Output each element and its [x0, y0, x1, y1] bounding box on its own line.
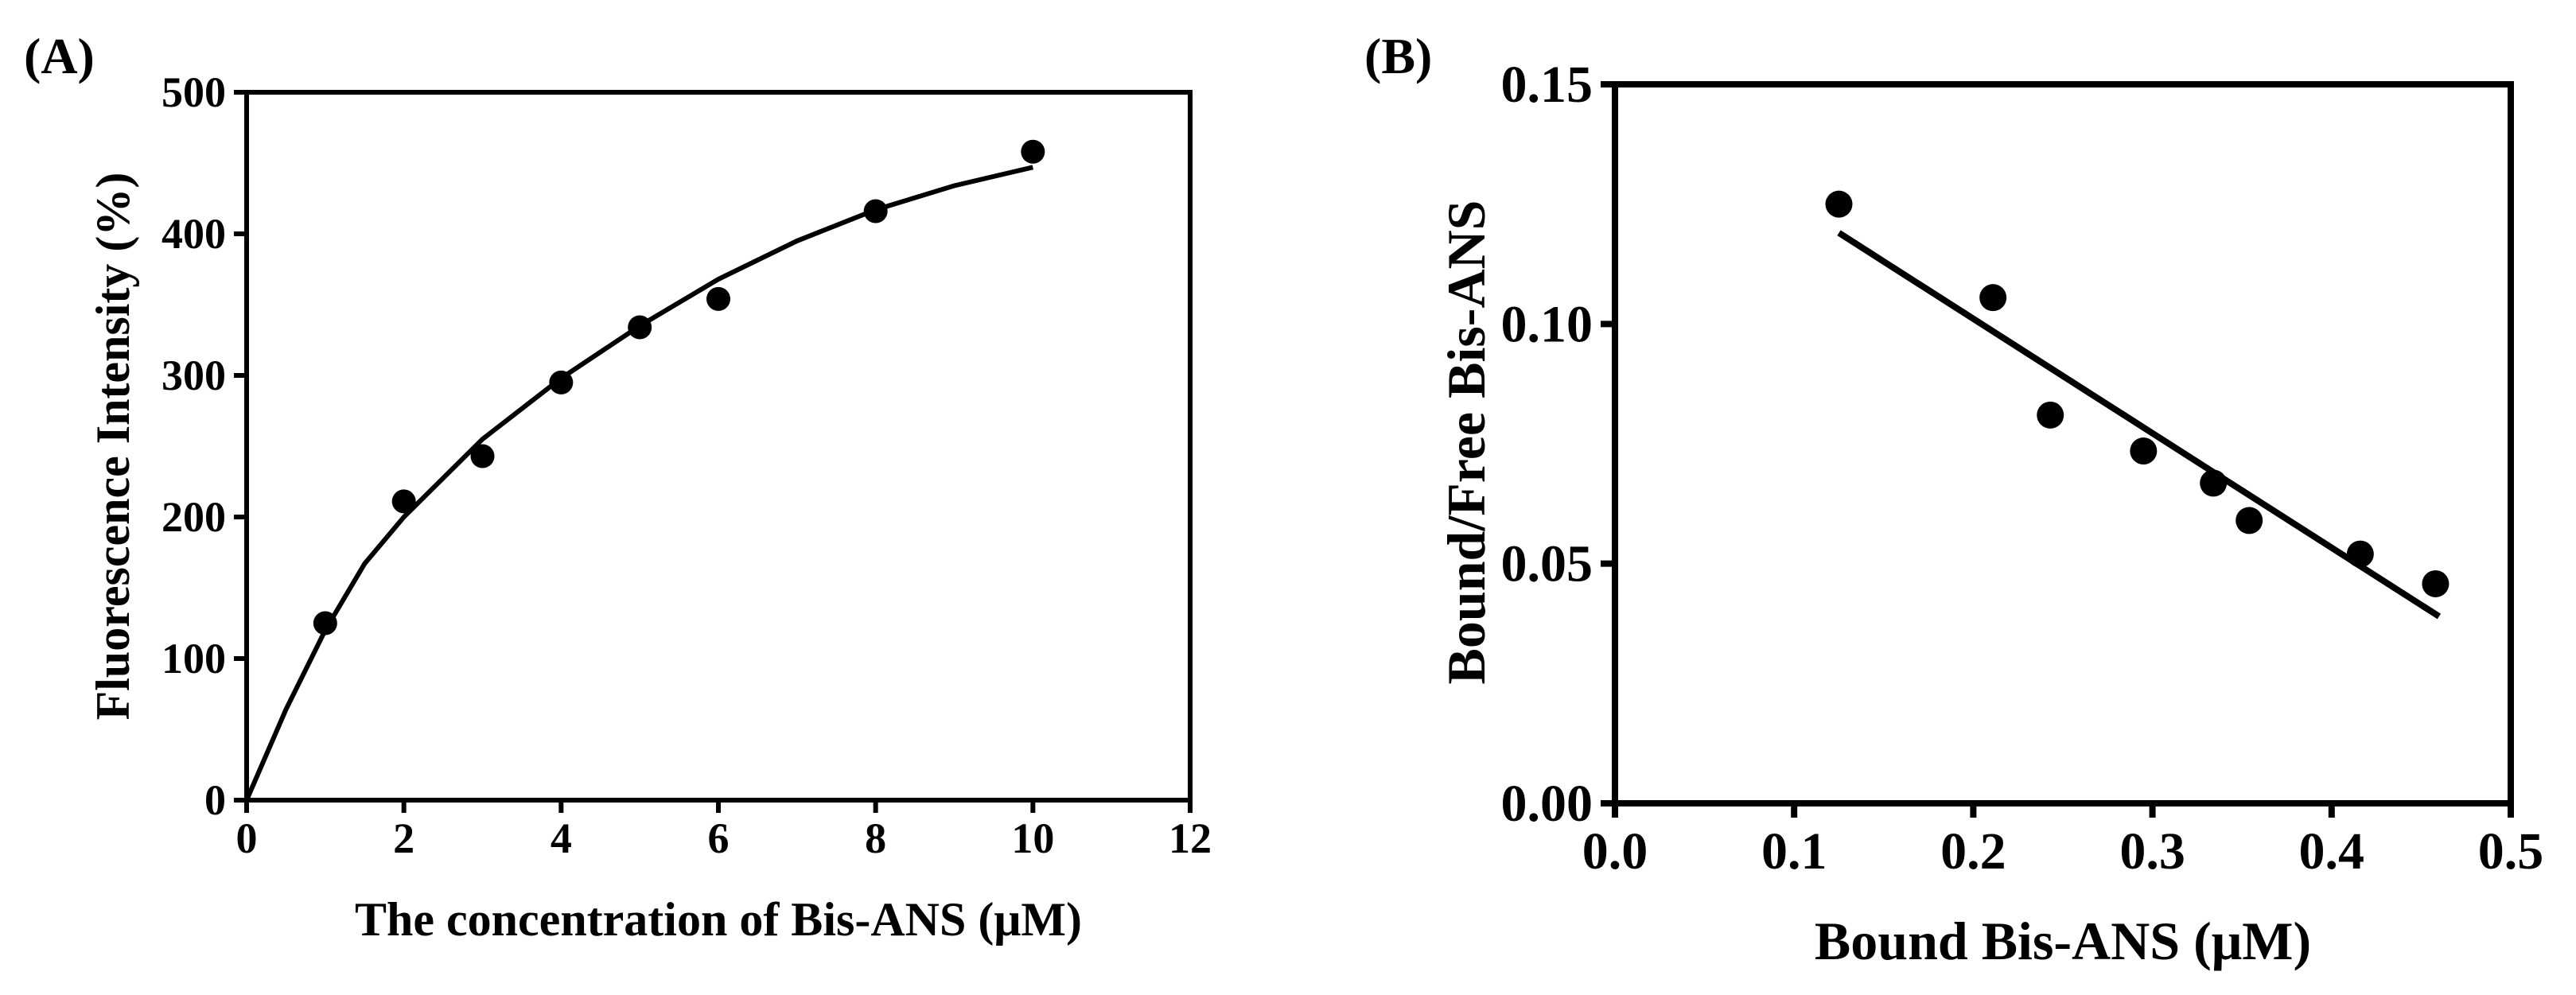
x-tick-label-a-0: 0	[236, 814, 258, 862]
data-point-b-1	[1825, 190, 1853, 218]
panel-label-a: (A)	[24, 28, 95, 84]
y-tick-label-b-3: 0.15	[1501, 56, 1593, 114]
x-tick-label-a-2: 4	[551, 814, 572, 862]
plot-frame-b	[1612, 81, 2514, 806]
y-tick-label-a-4: 400	[161, 210, 226, 258]
fit-curve-a	[244, 165, 1033, 802]
plot-frame-a	[244, 90, 1193, 803]
data-point-b-7	[2346, 540, 2374, 568]
y-tick-label-b-0: 0.00	[1501, 775, 1593, 833]
x-tick-label-b-2: 0.2	[1940, 822, 2006, 880]
y-tick-label-a-5: 500	[161, 68, 226, 116]
panel-a: (A) 0 2 4 6 8 10 12 0 100 200 300 400 500 The concen…	[24, 28, 1212, 946]
fit-line-b	[1837, 230, 2442, 620]
panel-b: (B) 0.0 0.1 0.2 0.3 0.4 0.5 0.00 0.05 0.10 0.15 B…	[1364, 28, 2543, 971]
data-point-a-2	[391, 489, 416, 514]
y-axis-title-a: Fluorescence Intensity (%)	[87, 173, 139, 721]
data-point-a-1	[313, 611, 337, 635]
y-tick-label-a-0: 0	[204, 776, 226, 824]
x-axis-title-a: The concentration of Bis-ANS (μM)	[355, 893, 1082, 946]
data-point-a-8	[1021, 139, 1045, 164]
x-tick-label-b-5: 0.5	[2478, 822, 2544, 880]
panel-label-b: (B)	[1364, 28, 1432, 84]
data-point-b-8	[2422, 569, 2450, 597]
x-tick-label-a-3: 6	[708, 814, 730, 862]
data-point-a-4	[549, 370, 574, 395]
data-point-b-2	[1979, 284, 2007, 312]
data-point-b-5	[2200, 469, 2228, 497]
x-tick-label-b-0: 0.0	[1582, 822, 1648, 880]
x-tick-label-a-4: 8	[865, 814, 886, 862]
data-point-b-3	[2037, 401, 2064, 429]
x-tick-label-b-1: 0.1	[1761, 822, 1827, 880]
x-tick-label-b-3: 0.3	[2119, 822, 2185, 880]
ticks-b: 0.0 0.1 0.2 0.3 0.4 0.5 0.00 0.05 0.10 0.15	[1501, 56, 2544, 880]
data-point-a-5	[628, 315, 652, 340]
data-point-a-6	[706, 286, 730, 311]
data-point-b-6	[2236, 507, 2263, 534]
y-tick-label-b-1: 0.05	[1501, 535, 1593, 593]
x-tick-label-a-1: 2	[393, 814, 414, 862]
data-point-a-3	[470, 444, 495, 468]
y-axis-title-b: Bound/Free Bis-ANS	[1436, 200, 1496, 685]
y-tick-label-b-2: 0.10	[1501, 295, 1593, 353]
y-tick-label-a-3: 300	[161, 352, 226, 399]
x-axis-title-b: Bound Bis-ANS (μM)	[1815, 911, 2311, 971]
ticks-a: 0 2 4 6 8 10 12 0 100 200 300 400 500	[161, 68, 1212, 862]
y-tick-label-a-1: 100	[161, 635, 226, 682]
data-point-a-7	[863, 199, 888, 223]
points-b	[1825, 190, 2450, 597]
x-tick-label-b-4: 0.4	[2299, 822, 2365, 880]
data-point-b-4	[2130, 437, 2158, 465]
points-a	[313, 139, 1045, 635]
x-tick-label-a-5: 10	[1011, 814, 1054, 862]
y-tick-label-a-2: 200	[161, 493, 226, 541]
x-tick-label-a-6: 12	[1169, 814, 1212, 862]
